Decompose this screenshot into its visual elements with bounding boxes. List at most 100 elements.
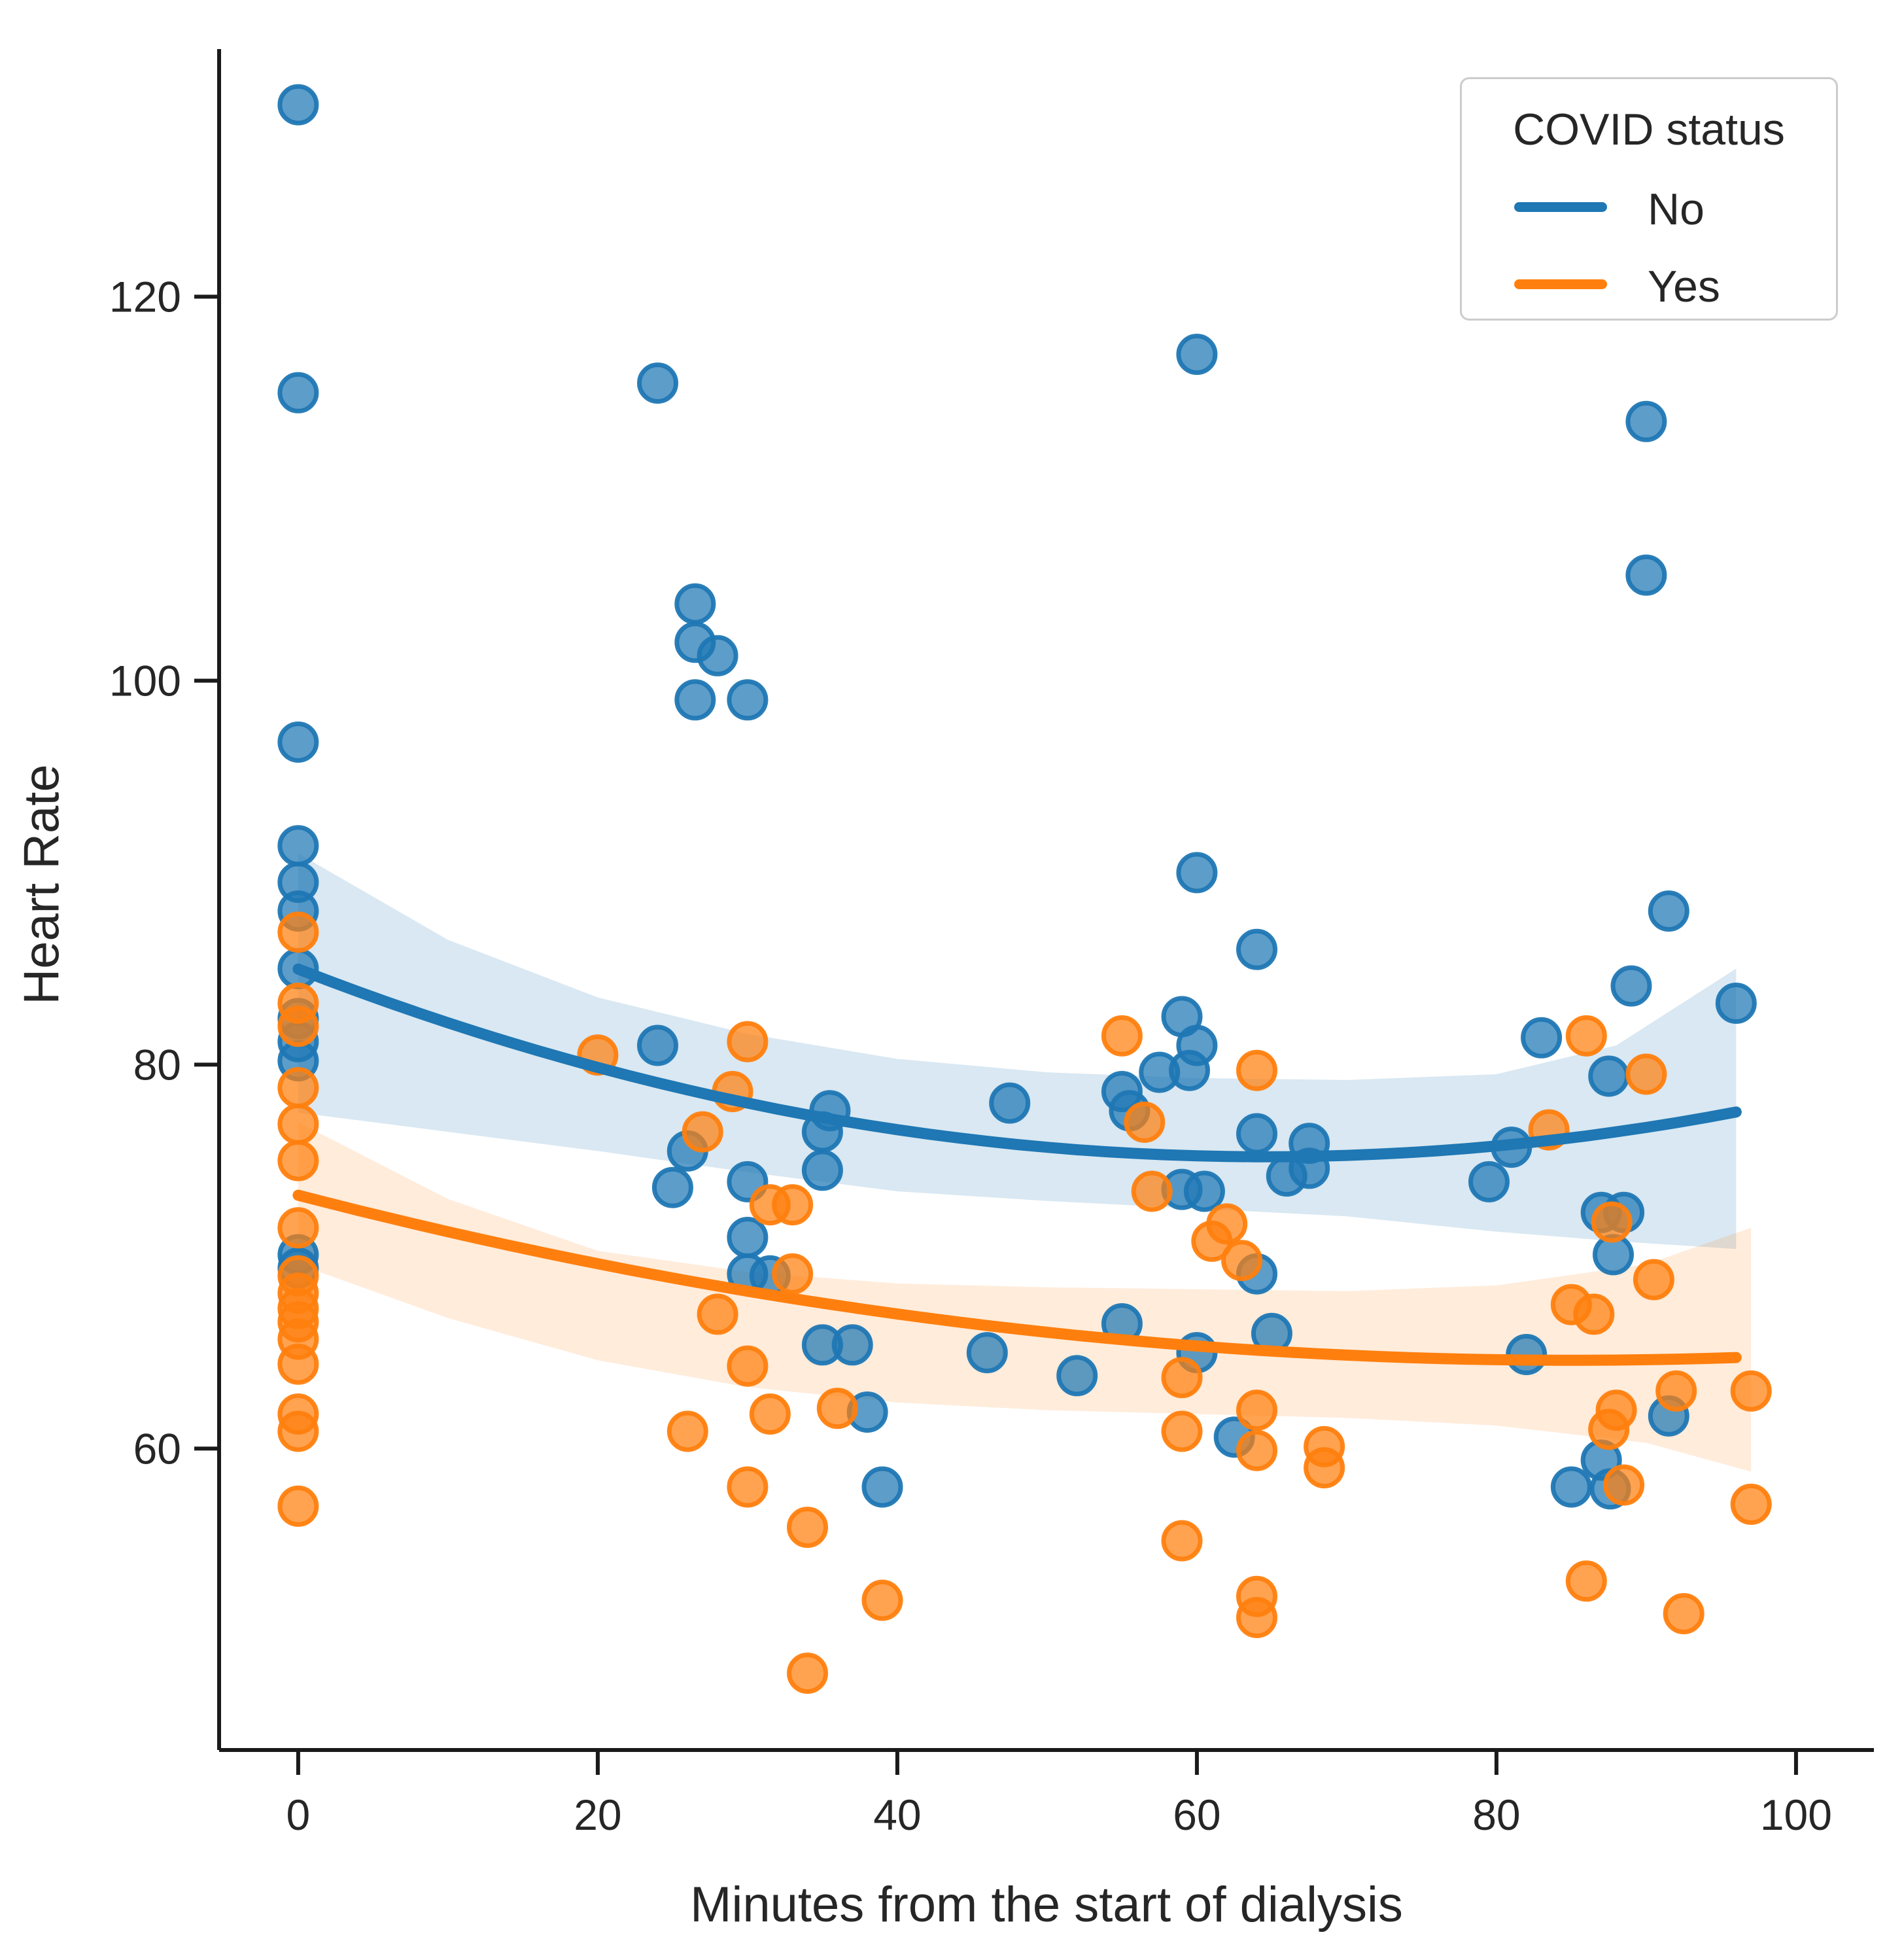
data-point-no <box>674 583 716 625</box>
data-point-yes <box>277 1006 319 1047</box>
data-point-yes <box>277 1103 319 1145</box>
data-point-no <box>1610 965 1652 1007</box>
data-point-yes <box>277 1410 319 1452</box>
data-point-no <box>861 1466 903 1508</box>
legend-item-yes: Yes <box>1462 261 1836 311</box>
data-point-no <box>1550 1466 1592 1508</box>
x-tick-label: 100 <box>1760 1791 1832 1839</box>
data-point-yes <box>277 1207 319 1249</box>
data-point-yes <box>1161 1410 1203 1452</box>
y-tick-label: 60 <box>133 1424 181 1473</box>
data-point-no <box>1056 1355 1098 1397</box>
data-point-yes <box>277 1343 319 1385</box>
data-point-no <box>727 1217 769 1258</box>
data-point-yes <box>1625 1053 1667 1095</box>
y-axis-label: Heart Rate <box>14 764 70 1005</box>
data-point-no <box>277 372 319 413</box>
data-point-no <box>1236 928 1277 970</box>
data-point-yes <box>749 1393 791 1435</box>
data-point-yes <box>1101 1015 1143 1057</box>
y-tick-label: 100 <box>109 656 181 705</box>
data-point-yes <box>666 1410 708 1452</box>
data-point-yes <box>1588 1409 1630 1450</box>
legend-item-no: No <box>1462 184 1836 234</box>
x-tick-label: 60 <box>1173 1791 1220 1839</box>
data-point-yes <box>1663 1593 1705 1635</box>
data-point-no <box>1588 1055 1630 1097</box>
data-point-no <box>1183 1170 1225 1212</box>
data-point-yes <box>1236 1390 1277 1431</box>
data-point-no <box>1625 400 1667 442</box>
data-point-yes <box>1221 1240 1263 1282</box>
y-tick-label: 120 <box>109 273 181 321</box>
x-tick-label: 20 <box>574 1791 621 1839</box>
data-point-no <box>801 1149 843 1191</box>
data-point-no <box>1468 1161 1510 1202</box>
data-point-no <box>966 1332 1008 1374</box>
legend: COVID status No Yes <box>1460 77 1838 321</box>
data-point-yes <box>1304 1447 1345 1489</box>
data-point-yes <box>1124 1101 1166 1143</box>
data-point-no <box>1715 983 1757 1024</box>
data-point-no <box>277 84 319 126</box>
data-point-yes <box>697 1293 738 1335</box>
data-point-yes <box>772 1253 814 1295</box>
ci-band-no <box>298 853 1737 1250</box>
data-point-no <box>637 1024 678 1066</box>
x-tick-label: 0 <box>286 1791 311 1839</box>
data-point-yes <box>861 1579 903 1621</box>
data-point-no <box>1236 1113 1277 1155</box>
data-point-no <box>1625 554 1667 596</box>
data-point-no <box>1521 1017 1563 1059</box>
data-point-yes <box>1131 1170 1173 1212</box>
data-point-no <box>637 362 678 404</box>
data-point-no <box>831 1324 873 1366</box>
data-point-yes <box>1161 1357 1203 1399</box>
data-point-yes <box>1591 1201 1633 1243</box>
data-point-yes <box>1236 1429 1277 1471</box>
data-point-no <box>1169 1049 1210 1091</box>
legend-label-yes: Yes <box>1648 262 1720 311</box>
data-point-yes <box>1573 1293 1615 1335</box>
data-point-yes <box>277 911 319 953</box>
data-point-yes <box>787 1653 828 1694</box>
data-point-yes <box>277 1485 319 1527</box>
data-point-yes <box>727 1345 769 1387</box>
legend-line-swatch-yes <box>1514 279 1607 289</box>
data-point-yes <box>277 1140 319 1181</box>
trend-line-no <box>292 963 1742 1163</box>
x-axis-label: Minutes from the start of dialysis <box>690 1877 1403 1933</box>
data-point-no <box>1648 890 1689 932</box>
x-tick-label: 40 <box>873 1791 921 1839</box>
data-point-yes <box>727 1021 769 1062</box>
data-point-no <box>277 825 319 867</box>
data-point-yes <box>277 1067 319 1109</box>
data-point-no <box>727 679 769 721</box>
data-point-yes <box>1633 1259 1674 1301</box>
legend-label-no: No <box>1648 184 1705 234</box>
legend-line-swatch-no <box>1514 202 1607 212</box>
data-point-no <box>277 721 319 763</box>
data-point-no <box>989 1082 1031 1124</box>
data-point-yes <box>1191 1220 1233 1262</box>
y-tick-label: 80 <box>133 1040 181 1089</box>
data-point-yes <box>1565 1015 1607 1057</box>
data-point-yes <box>1236 1597 1277 1638</box>
scatter-points-yes <box>277 911 1772 1694</box>
x-tick-label: 80 <box>1472 1791 1520 1839</box>
legend-title: COVID status <box>1513 105 1785 154</box>
data-point-no <box>651 1166 693 1208</box>
data-point-no <box>1176 334 1218 376</box>
data-point-yes <box>1565 1560 1607 1602</box>
data-point-yes <box>772 1184 814 1226</box>
ci-band-yes <box>298 1122 1752 1472</box>
data-point-no <box>697 635 738 676</box>
trend-line-yes <box>292 1189 1742 1366</box>
data-point-yes <box>727 1466 769 1508</box>
data-point-yes <box>1655 1370 1697 1412</box>
data-point-no <box>674 679 716 721</box>
data-point-yes <box>1730 1370 1772 1412</box>
data-point-yes <box>1236 1049 1277 1091</box>
